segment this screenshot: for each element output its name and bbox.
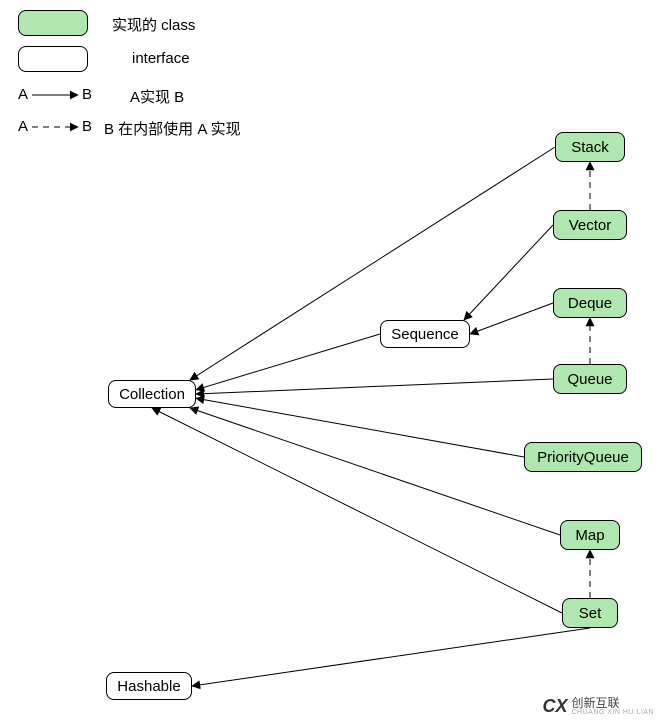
node-set: Set — [562, 598, 618, 628]
legend-dashed-label: B 在内部使用 A 实现 — [104, 118, 241, 139]
logo-zh: 创新互联 — [571, 697, 654, 709]
legend-solid-A: A — [18, 86, 28, 103]
legend-dashed-B: B — [82, 118, 92, 135]
watermark-logo: CX 创新互联 CHUANG XIN HU LIAN — [542, 696, 654, 717]
node-map: Map — [560, 520, 620, 550]
edge-queue-collection — [196, 379, 553, 394]
edge-priorityqueue-collection — [196, 398, 524, 457]
edge-deque-sequence — [470, 303, 553, 334]
node-vector: Vector — [553, 210, 627, 240]
edge-vector-sequence — [464, 225, 553, 320]
node-sequence: Sequence — [380, 320, 470, 348]
node-priorityqueue: PriorityQueue — [524, 442, 642, 472]
edge-map-collection — [190, 408, 560, 535]
edge-set-hashable — [192, 628, 590, 686]
edge-set-collection — [152, 408, 562, 613]
edge-sequence-collection — [196, 334, 380, 390]
legend-solid-B: B — [82, 86, 92, 103]
node-queue: Queue — [553, 364, 627, 394]
legend-solid-label: A实现 B — [130, 86, 184, 107]
legend-interface-box — [18, 46, 88, 72]
edge-stack-collection — [190, 147, 555, 380]
legend-dashed-A: A — [18, 118, 28, 135]
node-collection: Collection — [108, 380, 196, 408]
node-deque: Deque — [553, 288, 627, 318]
edge-layer — [0, 0, 660, 723]
node-hashable: Hashable — [106, 672, 192, 700]
legend-class-label: 实现的 class — [112, 14, 195, 35]
node-stack: Stack — [555, 132, 625, 162]
legend-interface-label: interface — [132, 50, 190, 67]
legend-class-box — [18, 10, 88, 36]
logo-en: CHUANG XIN HU LIAN — [571, 709, 654, 716]
logo-mark: CX — [542, 696, 567, 717]
